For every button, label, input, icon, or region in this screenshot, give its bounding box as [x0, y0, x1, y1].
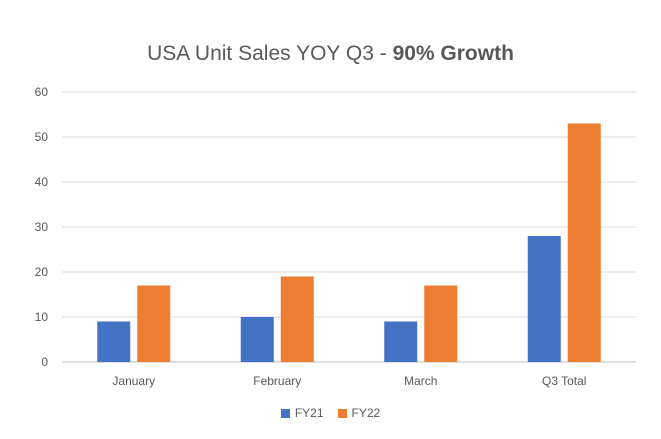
chart-title-emphasis: 90% Growth [392, 42, 514, 65]
y-tick-label-10: 10 [35, 310, 49, 324]
x-tick-label-march: March [404, 374, 437, 388]
x-axis: January February March Q3 Total [112, 374, 586, 388]
bar-fy22-q3-total [567, 123, 601, 362]
x-tick-label-q3-total: Q3 Total [542, 374, 586, 388]
bars [97, 123, 601, 362]
bar-fy21-february [240, 317, 274, 362]
y-tick-label-30: 30 [35, 220, 49, 234]
y-axis: 0 10 20 30 40 50 60 [35, 85, 49, 369]
legend-label-fy22: FY22 [351, 406, 381, 420]
y-tick-label-50: 50 [35, 130, 49, 144]
y-tick-label-0: 0 [41, 355, 48, 369]
bar-fy21-march [384, 321, 418, 362]
chart-title-prefix: USA Unit Sales YOY Q3 - [147, 42, 393, 65]
bar-fy22-january [137, 285, 171, 362]
legend-item-fy21: FY21 [280, 406, 324, 420]
legend-swatch-fy22 [337, 408, 347, 418]
x-tick-label-january: January [112, 374, 155, 388]
legend: FY21 FY22 [0, 406, 661, 420]
chart-title: USA Unit Sales YOY Q3 - 90% Growth [0, 42, 661, 66]
bar-fy21-q3-total [527, 236, 561, 362]
x-tick-label-february: February [253, 374, 301, 388]
bar-fy22-march [424, 285, 458, 362]
legend-label-fy21: FY21 [294, 406, 324, 420]
legend-swatch-fy21 [280, 408, 290, 418]
bar-fy21-january [97, 321, 131, 362]
y-tick-label-40: 40 [35, 175, 49, 189]
y-tick-label-60: 60 [35, 85, 49, 99]
bar-fy22-february [280, 276, 314, 362]
legend-item-fy22: FY22 [337, 406, 381, 420]
y-tick-label-20: 20 [35, 265, 49, 279]
